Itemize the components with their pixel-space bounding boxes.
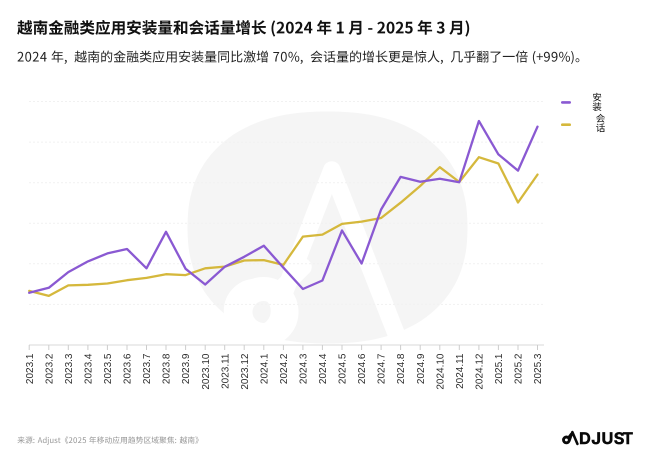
svg-text:2024.11: 2024.11 (455, 353, 466, 389)
svg-text:2024.1: 2024.1 (259, 353, 270, 384)
svg-text:2023.6: 2023.6 (123, 353, 134, 384)
svg-text:2025.3: 2025.3 (533, 353, 544, 384)
svg-text:2024.4: 2024.4 (318, 353, 329, 384)
svg-text:2023.12: 2023.12 (240, 353, 251, 390)
svg-text:2024.12: 2024.12 (475, 353, 486, 390)
svg-text:2023.5: 2023.5 (103, 353, 114, 384)
svg-text:2023.9: 2023.9 (181, 353, 192, 384)
svg-text:2023.1: 2023.1 (25, 353, 36, 384)
svg-text:2025.1: 2025.1 (494, 353, 505, 384)
svg-text:2024.3: 2024.3 (299, 353, 310, 384)
svg-text:2023.7: 2023.7 (142, 353, 153, 384)
svg-text:2023.3: 2023.3 (64, 353, 75, 384)
svg-text:2024.5: 2024.5 (338, 353, 349, 384)
svg-text:2024.8: 2024.8 (396, 353, 407, 384)
svg-text:2024.7: 2024.7 (377, 353, 388, 384)
svg-text:2023.2: 2023.2 (44, 353, 55, 384)
svg-text:2024.9: 2024.9 (416, 353, 427, 384)
svg-text:2023.10: 2023.10 (201, 353, 212, 390)
svg-text:2025.2: 2025.2 (514, 353, 525, 384)
svg-text:2024.10: 2024.10 (435, 353, 446, 390)
svg-text:2024.6: 2024.6 (357, 353, 368, 384)
svg-text:2023.4: 2023.4 (84, 353, 95, 384)
svg-text:2023.8: 2023.8 (162, 353, 173, 384)
svg-text:2024.2: 2024.2 (279, 353, 290, 384)
svg-text:2023.11: 2023.11 (220, 353, 231, 389)
